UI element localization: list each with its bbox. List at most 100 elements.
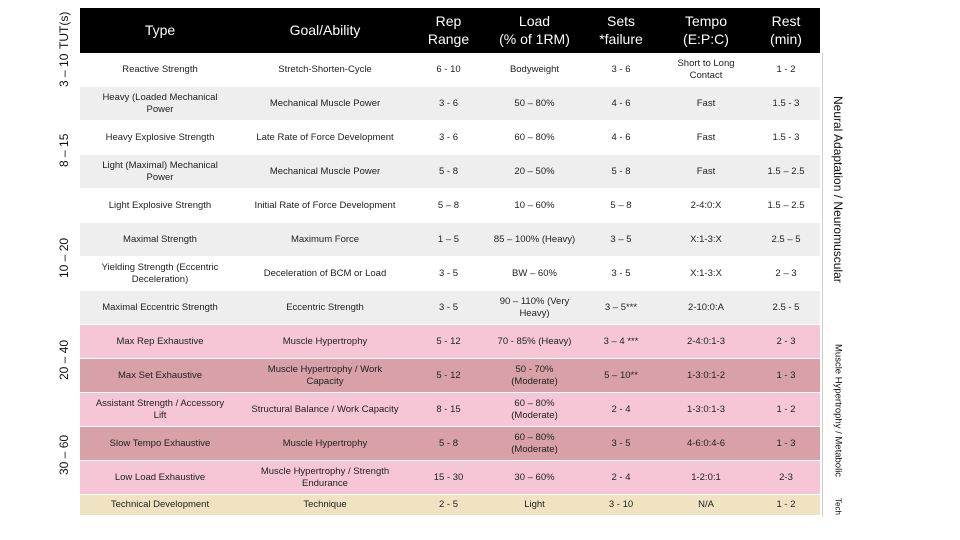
table-cell: 3 - 6 (582, 53, 660, 87)
group-label: Neural Adaptation / Neuromuscular (822, 53, 853, 326)
table-cell: Deceleration of BCM or Load (240, 257, 410, 291)
table-cell: Fast (660, 121, 752, 155)
table-cell: Light (Maximal) Mechanical Power (80, 155, 240, 189)
table-cell: 2.5 - 5 (752, 291, 820, 325)
table-cell: Bodyweight (487, 53, 582, 87)
table-cell: 3 - 5 (582, 257, 660, 291)
table-cell: 3 - 5 (410, 291, 487, 325)
table-cell: 60 – 80% (487, 121, 582, 155)
table-cell: 8 - 15 (410, 393, 487, 427)
table-cell: Maximal Eccentric Strength (80, 291, 240, 325)
table-cell: 10 – 60% (487, 189, 582, 223)
table-cell: 5 - 8 (410, 427, 487, 461)
table-cell: 1 - 2 (752, 393, 820, 427)
table-cell: 2-10:0:A (660, 291, 752, 325)
table-cell: N/A (660, 495, 752, 516)
table-cell: 3 – 5 (582, 223, 660, 257)
table-cell: Mechanical Muscle Power (240, 155, 410, 189)
table-cell: Mechanical Muscle Power (240, 87, 410, 121)
table-cell: Light Explosive Strength (80, 189, 240, 223)
header-cell: Load (% of 1RM) (487, 8, 582, 53)
table-cell: 5 – 8 (410, 189, 487, 223)
table-cell: 4-6:0:4-6 (660, 427, 752, 461)
table-cell: 1-2:0:1 (660, 461, 752, 495)
header-cell: Sets *failure (582, 8, 660, 53)
table-cell: 1 - 3 (752, 427, 820, 461)
table-cell: 3 - 5 (410, 257, 487, 291)
table-cell: 3 – 4 *** (582, 325, 660, 359)
table-cell: Slow Tempo Exhaustive (80, 427, 240, 461)
table-cell: 1 - 2 (752, 495, 820, 516)
header-cell: Tempo (E:P:C) (660, 8, 752, 53)
table-cell: 1 – 5 (410, 223, 487, 257)
table-cell: Maximum Force (240, 223, 410, 257)
header-cell: Goal/Ability (240, 8, 410, 53)
table-cell: 70 - 85% (Heavy) (487, 325, 582, 359)
table-cell: Technique (240, 495, 410, 516)
table-cell: 5 - 8 (410, 155, 487, 189)
table-cell: 4 - 6 (582, 87, 660, 121)
table-cell: Maximal Strength (80, 223, 240, 257)
header-cell: Type (80, 8, 240, 53)
tut-label: 8 – 15 (57, 133, 71, 167)
tut-label: 20 – 40 (57, 339, 71, 381)
table-cell: Assistant Strength / Accessory Lift (80, 393, 240, 427)
table-cell: 15 - 30 (410, 461, 487, 495)
table-cell: Heavy (Loaded Mechanical Power (80, 87, 240, 121)
table-cell: 5 – 8 (582, 189, 660, 223)
table-cell: Light (487, 495, 582, 516)
table-cell: 2 - 5 (410, 495, 487, 516)
tut-label: 10 – 20 (57, 237, 71, 278)
table-cell: 50 – 80% (487, 87, 582, 121)
table-cell: 4 - 6 (582, 121, 660, 155)
table-cell: Short to Long Contact (660, 53, 752, 87)
table-cell: 2-4:0:X (660, 189, 752, 223)
table-cell: 1.5 – 2.5 (752, 189, 820, 223)
table-cell: 2 - 3 (752, 325, 820, 359)
table-cell: 6 - 10 (410, 53, 487, 87)
table-cell: Yielding Strength (Eccentric Deceleratio… (80, 257, 240, 291)
table-cell: 1.5 – 2.5 (752, 155, 820, 189)
table-cell: 90 – 110% (Very Heavy) (487, 291, 582, 325)
table-cell: 5 - 12 (410, 359, 487, 393)
table-cell: 1 - 2 (752, 53, 820, 87)
table-cell: 1.5 - 3 (752, 87, 820, 121)
table-cell: BW – 60% (487, 257, 582, 291)
table-cell: Initial Rate of Force Development (240, 189, 410, 223)
table-cell: Max Rep Exhaustive (80, 325, 240, 359)
table-cell: X:1-3:X (660, 223, 752, 257)
table-cell: 60 – 80% (Moderate) (487, 427, 582, 461)
left-header: TUT(s) (57, 11, 71, 50)
table-cell: X:1-3:X (660, 257, 752, 291)
table-cell: Muscle Hypertrophy (240, 325, 410, 359)
table-cell: 50 - 70% (Moderate) (487, 359, 582, 393)
table-cell: Eccentric Strength (240, 291, 410, 325)
table-cell: Reactive Strength (80, 53, 240, 87)
tut-label: 3 – 10 (57, 53, 71, 88)
table-cell: Stretch-Shorten-Cycle (240, 53, 410, 87)
table-cell: Muscle Hypertrophy / Strength Endurance (240, 461, 410, 495)
table-cell: Technical Development (80, 495, 240, 516)
table-cell: Fast (660, 155, 752, 189)
table-cell: 20 – 50% (487, 155, 582, 189)
table-cell: 2-3 (752, 461, 820, 495)
table-cell: 1.5 - 3 (752, 121, 820, 155)
table-cell: 2 – 3 (752, 257, 820, 291)
group-label: Muscle Hypertrophy / Metabolic (822, 326, 853, 496)
table-cell: 5 – 10** (582, 359, 660, 393)
table-cell: 30 – 60% (487, 461, 582, 495)
table-cell: 3 - 6 (410, 87, 487, 121)
table-cell: 2 - 4 (582, 393, 660, 427)
group-label: Tech (822, 496, 853, 517)
table-cell: Muscle Hypertrophy (240, 427, 410, 461)
table-cell: 3 – 5*** (582, 291, 660, 325)
tut-label: 30 – 60 (57, 434, 71, 476)
table-cell: 60 – 80% (Moderate) (487, 393, 582, 427)
table-cell: 85 – 100% (Heavy) (487, 223, 582, 257)
table-cell: 2.5 – 5 (752, 223, 820, 257)
table-cell: Late Rate of Force Development (240, 121, 410, 155)
table-cell: Structural Balance / Work Capacity (240, 393, 410, 427)
table-cell: 5 - 8 (582, 155, 660, 189)
table-cell: 3 - 5 (582, 427, 660, 461)
